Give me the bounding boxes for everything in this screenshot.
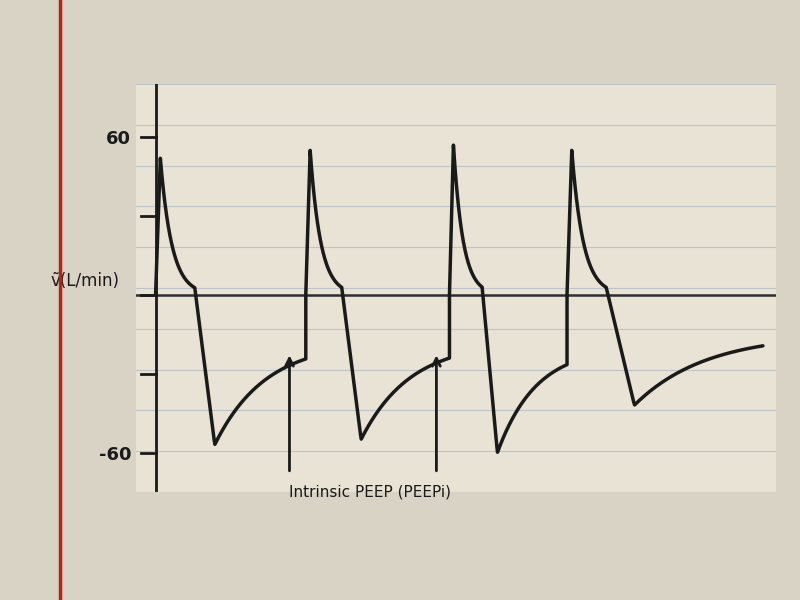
Text: ṽ(L/min): ṽ(L/min) (50, 272, 120, 290)
Text: Intrinsic PEEP (PEEPi): Intrinsic PEEP (PEEPi) (290, 484, 451, 499)
